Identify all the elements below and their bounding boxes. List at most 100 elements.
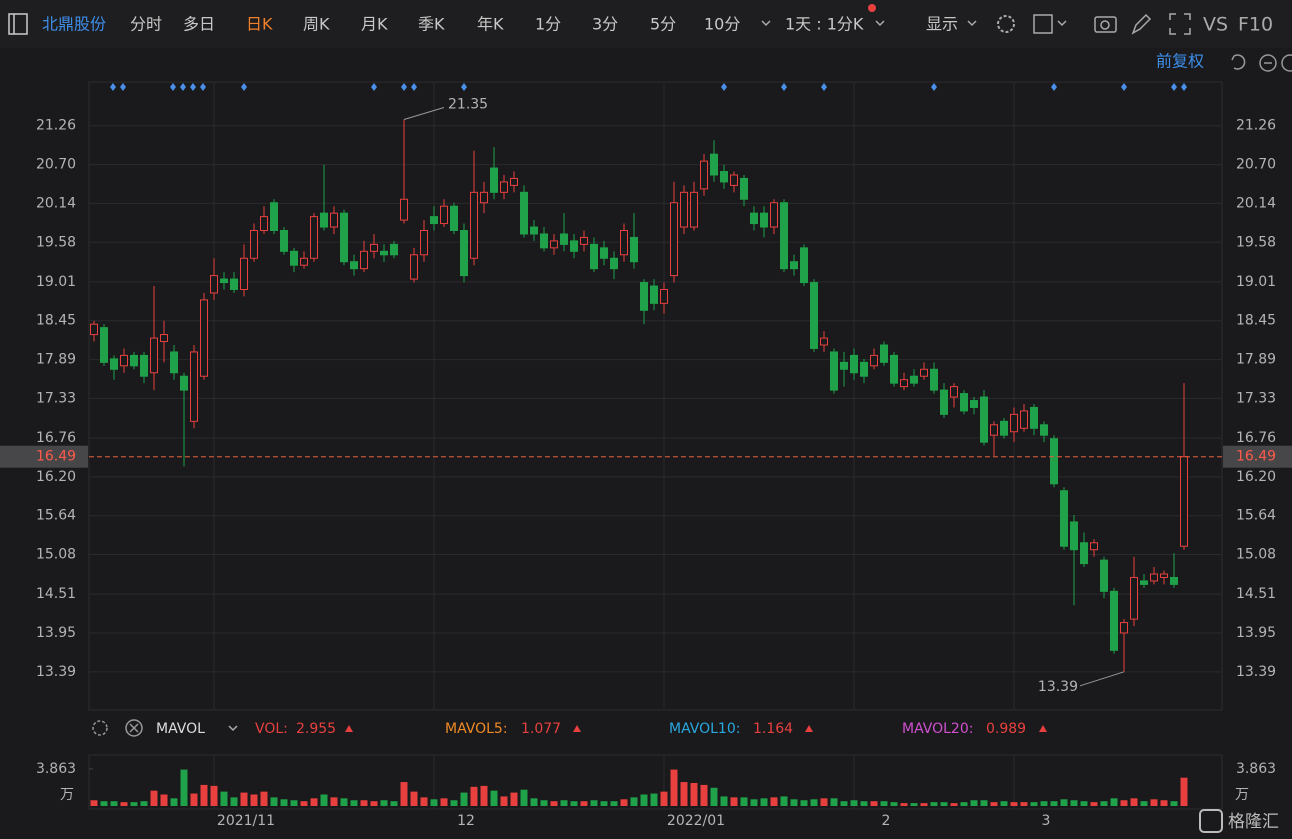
more-chevron[interactable] [761, 20, 771, 27]
f10-button[interactable]: F10 [1238, 14, 1273, 36]
period-tab[interactable]: 日K [246, 15, 273, 34]
candle-body [800, 247, 808, 284]
period-tab[interactable]: 5分 [650, 15, 676, 34]
period-select[interactable]: 1天 : 1分K [785, 15, 864, 34]
current-price-label: 16.49 [36, 449, 76, 465]
sidebar-toggle[interactable] [8, 13, 28, 35]
period-tab[interactable]: 季K [418, 15, 445, 34]
volume-bar [550, 801, 558, 806]
volume-bar [720, 796, 728, 806]
volume-bar [510, 792, 518, 806]
volume-bar [180, 769, 188, 806]
volume-bar [990, 802, 998, 806]
candle-body [880, 344, 888, 363]
mavol-lines: MAVOL5: 1.077 MAVOL10: 1.164 MAVOL20: 0.989 [445, 721, 1047, 737]
stock-name[interactable]: 北鼎股份 [42, 15, 106, 34]
indicator-close[interactable] [125, 719, 143, 737]
volume-bar [340, 798, 348, 806]
screenshot-icon[interactable] [1094, 16, 1117, 33]
candle-body [260, 216, 268, 231]
candle-body [450, 205, 458, 231]
candle-body [540, 233, 548, 249]
volume-bar [1070, 800, 1078, 806]
current-price-label-right: 16.49 [1236, 449, 1276, 465]
volume-bar [220, 791, 228, 806]
layout-chevron[interactable] [1057, 20, 1067, 27]
candle-body [1100, 559, 1108, 592]
volume-bar [1020, 802, 1028, 806]
volume-bar [290, 800, 298, 806]
indicator-name[interactable]: MAVOL [156, 721, 205, 737]
y-tick-label-right: 13.95 [1236, 625, 1276, 641]
candle-body [120, 354, 128, 367]
volume-bar [1130, 798, 1138, 806]
candle-body [710, 153, 718, 176]
candle-body [150, 337, 158, 374]
candle-body [280, 229, 288, 252]
period-tab[interactable]: 月K [361, 15, 388, 34]
period-chevron[interactable] [875, 20, 885, 27]
y-tick-label: 15.64 [36, 508, 76, 524]
candle-body [1170, 576, 1178, 585]
volume-bar [660, 791, 668, 806]
volume-tick-label: 3.863 [36, 761, 76, 777]
period-tab[interactable]: 1分 [535, 15, 561, 34]
volume-bar [1180, 777, 1188, 806]
volume-bar [400, 782, 408, 806]
volume-bar [700, 784, 708, 806]
period-tab[interactable]: 分时 [130, 15, 162, 34]
signal-marker [821, 83, 827, 91]
vs-button[interactable]: VS [1203, 14, 1228, 36]
candle-body [210, 275, 218, 294]
period-tab[interactable]: 多日 [183, 15, 215, 34]
candle-body [620, 229, 628, 256]
volume-bar [500, 796, 508, 806]
candle-body [320, 212, 328, 228]
candle-body [830, 351, 838, 391]
period-tab[interactable]: 3分 [592, 15, 618, 34]
candle-body [480, 191, 488, 204]
zoom-out-icon[interactable] [1259, 54, 1277, 72]
volume-bar [390, 801, 398, 806]
display-menu[interactable]: 显示 [926, 15, 958, 34]
y-tick-label-right: 21.26 [1236, 118, 1276, 134]
x-tick-label: 2021/11 [217, 813, 275, 829]
candle-body [780, 202, 788, 270]
volume-bar [780, 796, 788, 806]
volume-bar [430, 799, 438, 806]
candle-body [610, 257, 618, 270]
zoom-in-icon[interactable] [1281, 54, 1292, 72]
period-tab[interactable]: 10分 [704, 15, 740, 34]
indicator-settings[interactable] [92, 720, 108, 736]
draw-icon[interactable] [1131, 13, 1152, 35]
settings-icon[interactable] [997, 15, 1015, 33]
candle-body [180, 375, 188, 391]
candle-body [900, 379, 908, 388]
volume-bar [970, 800, 978, 806]
period-tab[interactable]: 年K [477, 15, 504, 34]
layout-icon[interactable] [1033, 14, 1053, 34]
adjust-mode[interactable]: 前复权 [1156, 52, 1204, 71]
volume-bar [910, 803, 918, 806]
volume-bar [580, 801, 588, 806]
volume-bar [320, 794, 328, 806]
y-tick-label: 17.33 [36, 390, 76, 406]
candle-body [960, 393, 968, 412]
fullscreen-icon[interactable] [1169, 13, 1191, 35]
volume-bar [1080, 801, 1088, 806]
indicator-chevron[interactable] [228, 725, 238, 732]
volume-bar [1000, 801, 1008, 806]
signal-marker [1051, 83, 1057, 91]
reset-icon[interactable] [1231, 54, 1246, 70]
signal-marker [411, 83, 417, 91]
y-tick-label: 17.89 [36, 352, 76, 368]
y-tick-label-right: 16.76 [1236, 430, 1276, 446]
period-tab[interactable]: 周K [303, 15, 330, 34]
volume-bar [1010, 802, 1018, 806]
candle-body [110, 358, 118, 370]
volume-bar [120, 802, 128, 806]
display-chevron[interactable] [967, 20, 977, 27]
y-tick-label-right: 19.01 [1236, 274, 1276, 290]
volume-bar [350, 800, 358, 806]
plot-frame [88, 81, 1223, 711]
